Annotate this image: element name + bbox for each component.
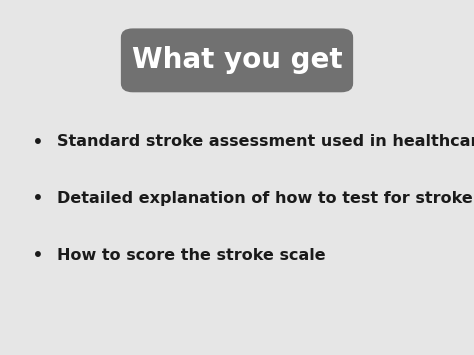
Text: Standard stroke assessment used in healthcare (NIHSS): Standard stroke assessment used in healt…: [57, 135, 474, 149]
Text: How to score the stroke scale: How to score the stroke scale: [57, 248, 326, 263]
FancyBboxPatch shape: [121, 28, 353, 92]
Text: •: •: [32, 246, 44, 265]
Text: Detailed explanation of how to test for stroke: Detailed explanation of how to test for …: [57, 191, 473, 206]
Text: What you get: What you get: [132, 47, 342, 74]
Text: •: •: [32, 189, 44, 208]
Text: •: •: [32, 132, 44, 152]
